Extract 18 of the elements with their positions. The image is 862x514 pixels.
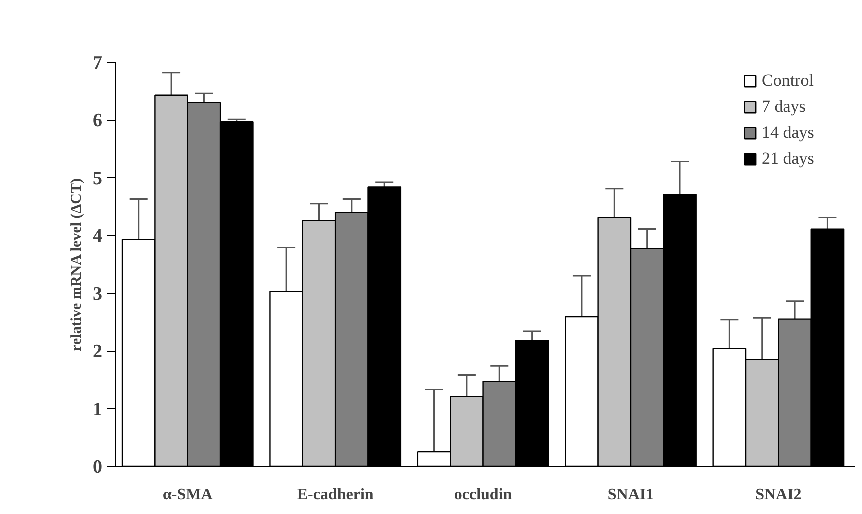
y-tick-label: 6: [93, 110, 102, 132]
x-tick-label: α-SMA: [162, 486, 214, 504]
legend-label: 7 days: [762, 96, 806, 118]
x-tick-label: SNAI2: [756, 486, 802, 504]
y-tick-label: 1: [93, 399, 102, 420]
x-tick-label: E-cadherin: [297, 486, 374, 504]
y-tick-label: 3: [93, 284, 102, 305]
y-tick-label: 4: [93, 226, 103, 248]
x-tick-label: SNAI1: [608, 486, 654, 504]
legend-label: 21 days: [762, 148, 814, 170]
y-tick-label: 7: [93, 53, 103, 74]
legend-label: Control: [762, 70, 814, 92]
y-tick-label: 5: [93, 168, 102, 190]
legend-label: 14 days: [762, 122, 814, 144]
y-tick-label: 2: [93, 342, 102, 363]
x-tick-label: occludin: [454, 486, 512, 504]
y-axis-title: relative mRNA level (ΔCT): [69, 178, 85, 352]
y-tick-label: 0: [93, 457, 102, 478]
